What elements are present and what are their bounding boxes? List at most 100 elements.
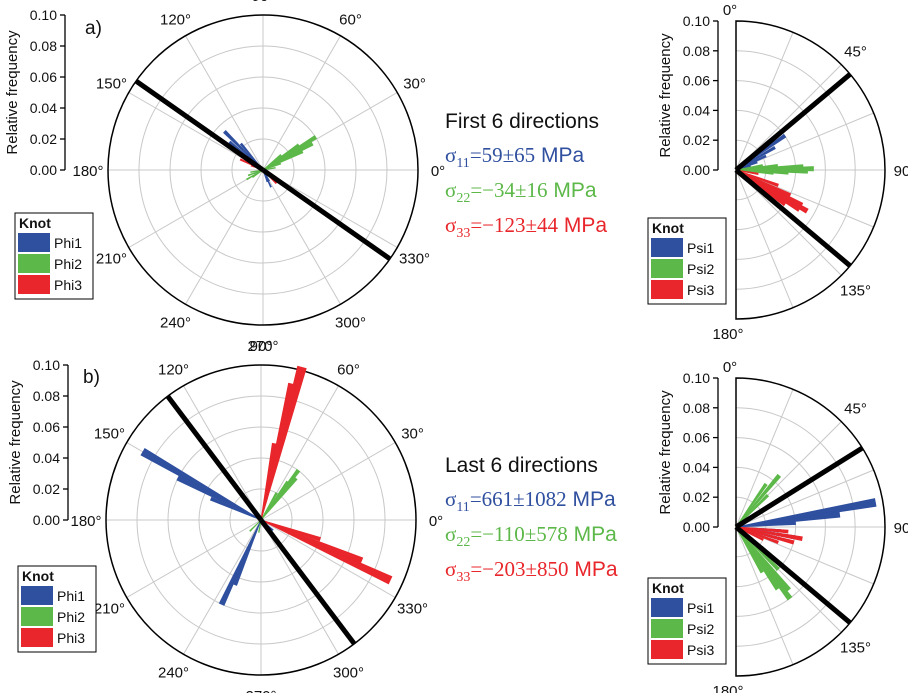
knot-direction-line <box>734 445 864 530</box>
stress-line: σ11=661±1082 MPa <box>445 487 616 515</box>
y-axis-label: Relative frequency <box>657 390 674 515</box>
bar-psi3 <box>735 526 779 544</box>
stress-value: =−34±16 <box>470 178 547 202</box>
outer-semicircle <box>735 20 886 320</box>
radial-tick-label: 0.10 <box>683 370 710 386</box>
bar-phi3 <box>260 519 364 564</box>
bar-phi3 <box>260 365 307 521</box>
annotation-heading: First 6 directions <box>445 110 599 133</box>
polar-chart-4: 0° 45° 90° 135° 180° 0.00 0.02 0.04 0.06 0.08 0.10… <box>647 359 908 693</box>
angle-label: 180° <box>72 163 103 180</box>
angle-label: 180° <box>712 683 743 693</box>
grid-spoke <box>735 389 794 528</box>
legend-title: Knot <box>22 568 54 584</box>
stress-subscript: 22 <box>456 535 470 550</box>
bar-psi2 <box>735 473 782 528</box>
bar-psi2 <box>735 482 768 528</box>
series-phi2 <box>249 468 301 533</box>
stress-subscript: 11 <box>456 500 469 515</box>
stress-unit: MPa <box>548 179 597 202</box>
polar-chart-2: 0° 45° 90° 135° 180° 0.00 0.02 0.04 0.06 0.08 0.10… <box>647 2 908 343</box>
legend-entry: Phi3 <box>57 630 85 646</box>
angle-label: 180° <box>712 326 743 343</box>
stress-line: σ33=−123±44 MPa <box>445 213 607 241</box>
stress-value: =59±65 <box>470 143 535 167</box>
legend-entry: Phi1 <box>57 588 85 604</box>
radial-tick-label: 0.06 <box>683 430 710 446</box>
angle-label: 300° <box>335 315 366 332</box>
angle-label: 150° <box>94 426 125 443</box>
legend-entry: Psi3 <box>687 282 714 298</box>
stress-subscript: 22 <box>456 191 470 206</box>
angle-label: 45° <box>844 400 867 417</box>
angle-label: 150° <box>96 76 127 93</box>
radial-tick-label: 0.04 <box>683 459 710 475</box>
sigma-symbol: σ <box>445 143 456 167</box>
bar-phi2 <box>260 480 290 521</box>
legend-swatch <box>651 238 683 257</box>
radial-tick-label: 0.08 <box>683 43 710 59</box>
bar-psi3 <box>735 526 789 534</box>
bar-psi2 <box>735 526 780 591</box>
sigma-symbol: σ <box>445 557 456 581</box>
radial-tick-label: 0.02 <box>683 132 710 148</box>
angle-label: 90° <box>250 338 273 355</box>
radial-tick-label: 0.06 <box>30 69 57 85</box>
bar-phi2 <box>252 169 264 178</box>
radial-tick-label: 0.06 <box>33 419 60 435</box>
bar-phi3 <box>260 519 321 542</box>
stress-subscript: 33 <box>456 570 470 585</box>
angle-label: 135° <box>840 283 871 300</box>
grid-spoke <box>183 519 262 655</box>
legend-swatch <box>651 640 683 659</box>
angle-label: 240° <box>160 315 191 332</box>
radial-tick-label: 0.02 <box>683 489 710 505</box>
grid-spoke <box>735 32 794 171</box>
series-phi3 <box>260 365 393 585</box>
angle-label: 45° <box>844 43 867 60</box>
bar-phi2 <box>262 153 282 171</box>
grid-spoke <box>262 35 341 171</box>
legend-entry: Psi1 <box>687 240 714 256</box>
stress-subscript: 33 <box>456 226 470 241</box>
annotation-heading: Last 6 directions <box>445 454 598 477</box>
bar-psi1 <box>735 520 796 528</box>
bar-psi3 <box>735 526 803 541</box>
sigma-symbol: σ <box>445 487 456 511</box>
angle-label: 30° <box>403 76 426 93</box>
grid-spoke <box>185 35 264 171</box>
stress-value: =−123±44 <box>470 213 558 237</box>
outer-circle <box>105 364 417 676</box>
knot-direction-line <box>165 394 263 522</box>
bar-phi3 <box>260 519 393 585</box>
grid-spoke <box>126 519 262 598</box>
grid-spoke <box>735 169 794 308</box>
angle-label: 330° <box>397 601 428 618</box>
bar-phi1 <box>209 496 262 521</box>
panel-label: a) <box>85 18 102 39</box>
angle-label: 90° <box>894 163 908 180</box>
legend-swatch <box>651 280 683 299</box>
legend-swatch <box>21 586 53 605</box>
panel-label: b) <box>83 367 100 388</box>
radial-tick-label: 0.04 <box>30 100 57 116</box>
bar-psi3 <box>735 169 779 187</box>
stress-unit: MPa <box>535 144 584 167</box>
radial-tick-label: 0.00 <box>33 512 60 528</box>
radial-tick-label: 0.10 <box>33 357 60 373</box>
series-psi3 <box>735 526 803 545</box>
knot-direction-line <box>259 518 357 646</box>
legend-entry: Phi2 <box>54 256 82 272</box>
angle-label: 180° <box>70 513 101 530</box>
grid-spoke <box>735 469 874 528</box>
legend-swatch <box>21 628 53 647</box>
stress-line: σ33=−203±850 MPa <box>445 557 618 585</box>
sigma-symbol: σ <box>445 213 456 237</box>
grid-spoke <box>735 526 794 665</box>
radial-tick-label: 0.02 <box>30 131 57 147</box>
legend-swatch <box>651 259 683 278</box>
radial-tick-label: 0.08 <box>30 38 57 54</box>
